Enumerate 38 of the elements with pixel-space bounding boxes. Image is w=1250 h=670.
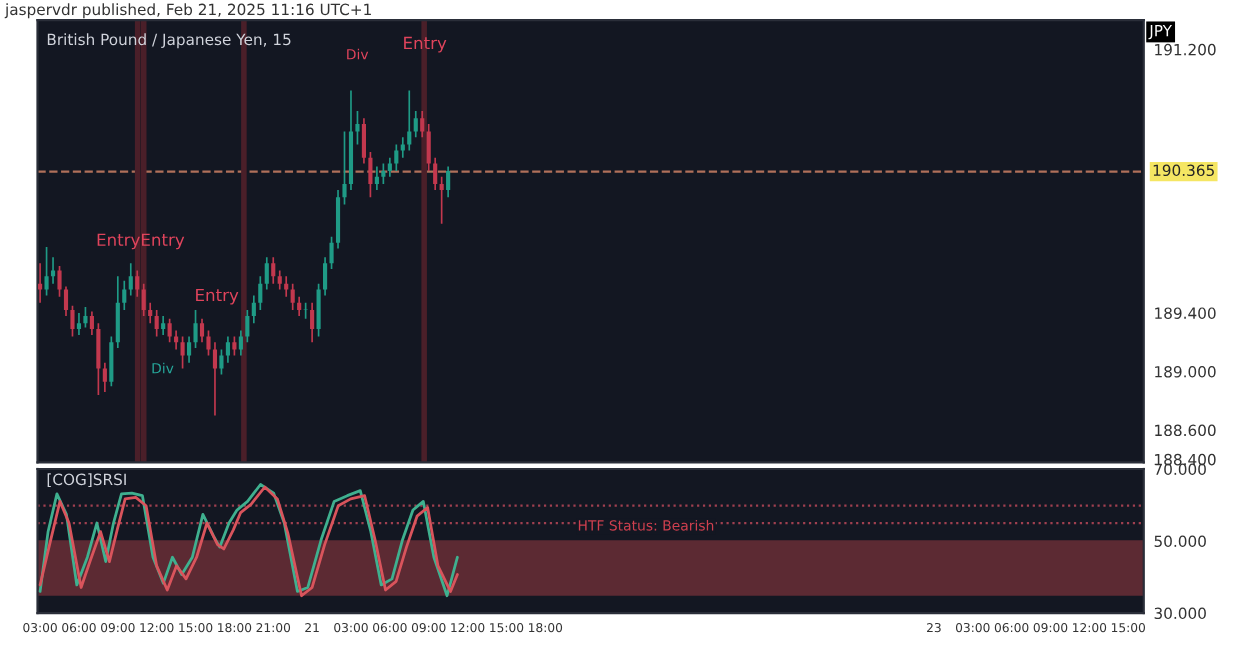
candlestick: [174, 329, 179, 351]
candlestick: [128, 262, 133, 297]
annotation: Entry: [97, 233, 140, 250]
candlestick: [83, 306, 88, 329]
candlestick: [76, 312, 82, 336]
candlestick: [115, 275, 120, 349]
candlestick: [420, 110, 425, 139]
candlestick: [284, 275, 289, 298]
annotation: Entry: [142, 233, 185, 250]
candlestick: [290, 282, 295, 311]
candlestick: [232, 335, 237, 357]
candlestick: [50, 256, 56, 285]
candlestick: [413, 110, 418, 139]
candlestick: [161, 315, 166, 336]
candlestick: [199, 317, 205, 344]
candlestick: [374, 165, 379, 191]
candlestick: [394, 143, 399, 172]
candlestick: [109, 335, 114, 387]
annotation: Entry: [404, 36, 447, 53]
candlestick: [439, 175, 444, 225]
candlestick: [225, 335, 230, 364]
candlestick: [212, 341, 218, 417]
candlestick: [310, 301, 315, 344]
candlestick: [44, 246, 49, 297]
candlestick: [180, 335, 185, 370]
candlestick: [264, 256, 269, 291]
candlestick: [407, 89, 412, 152]
candlestick: [271, 256, 276, 285]
candlestick: [381, 162, 386, 185]
annotation: Entry: [196, 288, 239, 305]
candlestick: [167, 317, 172, 344]
candlestick: [102, 361, 107, 393]
candlestick: [446, 165, 451, 199]
candlestick: [154, 309, 159, 338]
candlestick: [135, 269, 140, 298]
candlestick: [277, 269, 282, 291]
candlestick: [38, 262, 43, 304]
candlestick: [141, 282, 146, 317]
